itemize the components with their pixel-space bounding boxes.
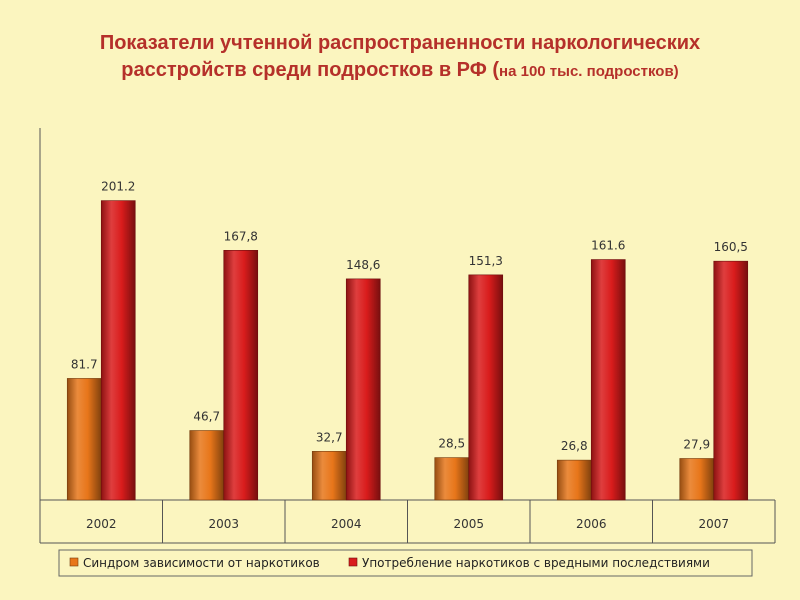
bar-dependence	[66, 378, 102, 501]
bar-harmful-use	[713, 260, 749, 501]
bar-dependence	[311, 451, 347, 501]
chart-title-line1: Показатели учтенной распространенности н…	[99, 32, 701, 54]
data-label: 32,7	[316, 430, 343, 444]
chart-title-unit: на 100 тыс. подростков)	[499, 63, 679, 80]
x-tick-label: 2006	[576, 517, 607, 531]
bar-dependence	[434, 457, 470, 501]
data-label: 27,9	[683, 437, 710, 451]
bar-harmful-use	[223, 250, 259, 501]
x-tick-label: 2005	[453, 517, 484, 531]
legend-swatch	[348, 557, 358, 567]
data-label: 160,5	[714, 240, 748, 254]
data-label: 46,7	[193, 410, 220, 424]
bar-harmful-use	[100, 200, 136, 501]
data-label: 151,3	[469, 254, 503, 268]
x-tick-label: 2004	[331, 517, 362, 531]
data-label: 167,8	[224, 229, 258, 243]
bar-dependence	[556, 459, 592, 501]
data-label: 161.6	[591, 239, 625, 253]
legend-box	[58, 549, 753, 577]
data-label: 148,6	[346, 258, 380, 272]
bar-harmful-use	[590, 259, 626, 501]
data-label: 81.7	[71, 357, 98, 371]
chart-title: Показатели учтенной распространенности н…	[0, 30, 800, 85]
bar-dependence	[189, 430, 225, 501]
legend-label: Употребление наркотиков с вредными после…	[362, 556, 710, 570]
x-tick-label: 2007	[698, 517, 729, 531]
data-label: 26,8	[561, 439, 588, 453]
legend-label: Синдром зависимости от наркотиков	[83, 556, 320, 570]
data-label: 28,5	[438, 437, 465, 451]
chart-title-line2: расстройств среди подростков в РФ (на 10…	[0, 57, 800, 85]
chart-title-line2-main: расстройств среди подростков в РФ (	[121, 59, 500, 81]
x-tick-label: 2002	[86, 517, 117, 531]
legend-swatch	[69, 557, 79, 567]
x-tick-label: 2003	[208, 517, 239, 531]
data-label: 201.2	[101, 180, 135, 194]
bar-dependence	[679, 458, 715, 501]
bar-harmful-use	[468, 274, 504, 501]
bar-harmful-use	[345, 278, 381, 501]
